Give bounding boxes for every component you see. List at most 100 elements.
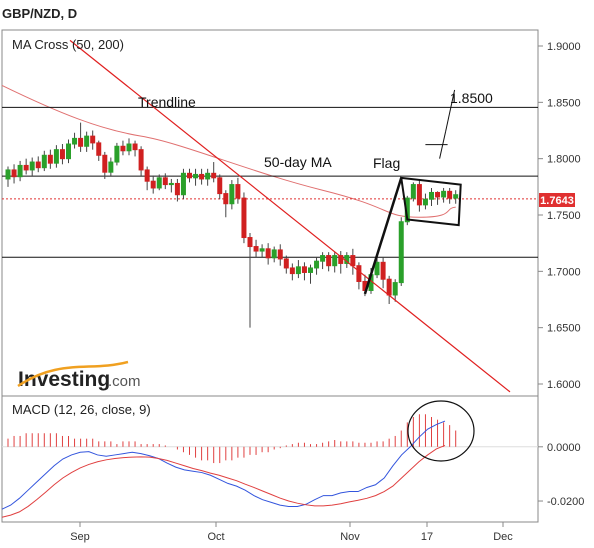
- candle-body: [277, 249, 283, 260]
- trendline: [69, 39, 511, 393]
- macd-tick-label: 0.0000: [547, 442, 581, 454]
- ma-cross-label: MA Cross (50, 200): [12, 37, 124, 52]
- candle-body: [356, 265, 362, 282]
- x-tick-label: Sep: [70, 531, 90, 543]
- candle-body: [187, 172, 192, 179]
- annotation-drawings: [69, 39, 511, 393]
- x-axis-labels: Sep Oct Nov 17 Dec: [70, 522, 513, 543]
- candle-body: [211, 172, 217, 179]
- macd-tick-label: -0.0200: [547, 496, 584, 508]
- candle-body: [429, 191, 434, 200]
- candle-body: [283, 258, 289, 269]
- candle-body: [217, 177, 223, 195]
- x-tick-label: Dec: [493, 531, 513, 543]
- macd-histogram: [7, 414, 457, 464]
- candle-body: [338, 255, 344, 264]
- price-tick-label: 1.9000: [547, 41, 581, 53]
- candle-body: [247, 237, 253, 248]
- candle-body: [229, 184, 235, 205]
- price-gridlines: [538, 45, 543, 385]
- candle-body: [23, 164, 29, 171]
- price-tick-label: 1.6000: [547, 379, 581, 391]
- candle-body: [447, 190, 453, 199]
- logo-swoosh-icon: [17, 360, 129, 388]
- price-tick-label: 1.7500: [547, 210, 581, 222]
- candle-body: [59, 149, 65, 160]
- target-arrow-line: [439, 131, 447, 159]
- candle-body: [168, 182, 174, 186]
- macd-label: MACD (12, 26, close, 9): [12, 402, 151, 417]
- candle-body: [193, 173, 199, 179]
- price-tick-label: 1.8000: [547, 154, 581, 166]
- candle-body: [180, 172, 186, 196]
- candle-body: [11, 169, 17, 178]
- candle-body: [29, 161, 35, 171]
- candle-body: [259, 248, 265, 252]
- candle-body: [374, 261, 380, 276]
- candle-body: [332, 255, 338, 267]
- candle-body: [410, 184, 416, 199]
- x-tick-label: 17: [421, 531, 433, 543]
- target-annotation: 1.8500: [450, 90, 493, 106]
- candle-body: [90, 135, 96, 144]
- macd-line-0: [1, 420, 446, 510]
- candle-body: [174, 182, 180, 196]
- macd-tick-labels: 0.0000 -0.0200: [538, 442, 584, 508]
- candle-body: [326, 255, 332, 267]
- price-panel-frame: [1, 29, 539, 397]
- candle-body: [295, 266, 301, 275]
- ma-50-line: [1, 84, 456, 218]
- candle-body: [308, 267, 313, 273]
- candle-body: [205, 172, 211, 180]
- candle-body: [392, 282, 398, 296]
- candle-body: [120, 145, 126, 152]
- candle-body: [78, 137, 84, 147]
- candle-body: [314, 260, 320, 269]
- candle-body: [102, 154, 108, 173]
- candle-body: [5, 169, 11, 180]
- candle-body: [41, 154, 47, 169]
- candle-body: [253, 246, 259, 252]
- candle-body: [320, 255, 326, 262]
- symbol-title: GBP/NZD, D: [2, 6, 77, 21]
- candle-body: [47, 154, 53, 164]
- logo-main: Investing: [18, 368, 110, 391]
- candle-body: [422, 198, 428, 206]
- investing-logo: Investing .com: [17, 360, 141, 391]
- trendline-annotation: Trendline: [138, 94, 196, 110]
- candle-body: [114, 145, 120, 163]
- candle-body: [150, 180, 156, 189]
- candle-body: [235, 184, 241, 199]
- price-tick-label: 1.7000: [547, 266, 581, 278]
- candle-body: [453, 194, 459, 199]
- candle-body: [108, 161, 114, 173]
- candlesticks: [5, 122, 459, 328]
- candle-body: [386, 278, 392, 296]
- candle-body: [271, 249, 277, 259]
- price-tick-labels: 1.9000 1.8500 1.8000 1.7500 1.7000 1.6500 1.60…: [547, 41, 581, 391]
- candle-body: [17, 164, 23, 178]
- candle-body: [162, 177, 168, 186]
- x-tick-label: Nov: [340, 531, 360, 543]
- horizontal-levels: [2, 106, 538, 258]
- candle-body: [84, 135, 90, 147]
- candle-body: [144, 169, 150, 182]
- moving-average-lines: [1, 84, 456, 218]
- candle-body: [66, 143, 71, 160]
- x-tick-label: Oct: [207, 531, 224, 543]
- ma50-annotation: 50-day MA: [264, 154, 332, 170]
- macd-crossover-circle: [407, 400, 475, 462]
- candle-body: [96, 142, 102, 156]
- flag-box: [400, 176, 462, 227]
- candle-body: [380, 261, 386, 280]
- candle-body: [72, 137, 78, 145]
- candle-body: [126, 143, 132, 152]
- candle-body: [265, 248, 271, 259]
- flagpole-line: [363, 177, 403, 295]
- candle-body: [289, 267, 295, 275]
- candle-body: [301, 266, 307, 273]
- candle-body: [132, 143, 138, 151]
- macd-lines: [1, 420, 446, 518]
- flag-annotation: Flag: [373, 155, 400, 171]
- macd-line-1: [1, 444, 446, 518]
